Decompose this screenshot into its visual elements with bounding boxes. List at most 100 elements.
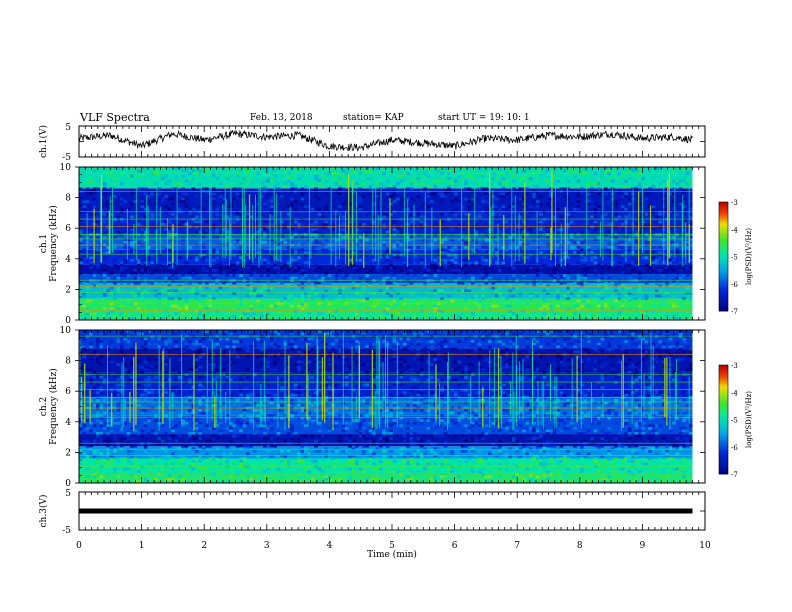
ch1-spectrogram-speckle	[566, 179, 571, 183]
ch1-spectrogram-speckle	[443, 266, 448, 270]
ch2-spectrogram-speckle	[96, 337, 100, 341]
ch1-spectrogram-speckle	[508, 302, 513, 305]
ch2-spectrogram-speckle	[106, 439, 110, 443]
ch1-spectrogram-speckle	[150, 271, 155, 275]
ch2-spectrogram-speckle	[140, 442, 145, 446]
ch1-spectrogram-speckle	[573, 281, 577, 285]
ch1-spectrogram-speckle	[545, 238, 550, 242]
ch1-spectrogram-speckle	[79, 302, 83, 305]
ch1-spectrogram-speckle	[167, 246, 172, 249]
ch1-spectrogram-speckle	[341, 218, 346, 221]
ch1-spectrogram-speckle	[603, 223, 608, 226]
ch2-spectrogram-speckle	[106, 426, 110, 430]
ch1-spectrogram-speckle	[423, 187, 427, 191]
ch1-spectrogram-speckle	[436, 228, 441, 232]
ch1-spectrogram-speckle	[395, 230, 400, 234]
ch1-spectrogram-speckle	[528, 294, 533, 298]
ch1-spectrogram-speckle	[177, 200, 182, 203]
ch1-spectrogram-speckle	[320, 233, 325, 237]
ch1-spectrogram-speckle	[119, 281, 124, 285]
ch1-spectrogram-speckle	[672, 302, 676, 305]
ch1-spectrogram-speckle	[372, 258, 376, 262]
ch1-spectrogram-speckle	[392, 233, 397, 237]
ch1-spectrogram-speckle	[419, 299, 424, 303]
ch1-spectrogram-speckle	[419, 251, 424, 254]
ch1-spectrogram-speckle	[303, 291, 308, 295]
ch1-spectrogram-speckle	[607, 246, 611, 249]
ch1-spectrogram-speckle	[140, 220, 145, 224]
ch1-spectrogram-speckle	[385, 256, 390, 260]
ch1-spectrogram-speckle	[300, 289, 305, 293]
ch1-spectrogram-speckle	[293, 309, 298, 313]
ch1-spectrogram-speckle	[290, 240, 295, 244]
ch1-spectrogram-speckle	[406, 187, 410, 191]
ch1-spectrogram-colorbar-cell	[719, 234, 728, 237]
ch1-spectrogram-speckle	[382, 276, 387, 280]
ch1-spectrogram-speckle	[324, 289, 329, 293]
ch1-spectrogram-speckle	[89, 212, 93, 216]
ch1-spectrogram-speckle	[276, 187, 281, 191]
ch1-spectrogram-speckle	[188, 182, 192, 186]
ch1-spectrogram-sferic	[514, 195, 516, 262]
ch1-spectrogram-speckle	[314, 207, 318, 211]
ch1-spectrogram-speckle	[532, 258, 537, 262]
ch2-spectrogram-speckle	[92, 332, 97, 336]
ch1-spectrogram-speckle	[136, 184, 141, 188]
ch2-spectrogram-speckle	[96, 396, 100, 400]
ch1-spectrogram-speckle	[246, 312, 250, 316]
ch1-spectrogram-speckle	[566, 218, 571, 221]
ch1-spectrogram-speckle	[300, 192, 305, 196]
ch1-spectrogram-speckle	[365, 177, 369, 181]
ch1-spectrogram-speckle	[215, 197, 220, 201]
ch1-spectrogram-speckle	[157, 263, 162, 267]
ch1-spectrogram-speckle	[477, 263, 482, 267]
ch1-spectrogram-speckle	[474, 271, 479, 275]
ch1-spectrogram-speckle	[457, 238, 462, 242]
ch1-spectrogram-speckle	[467, 269, 472, 272]
ch1-spectrogram-speckle	[317, 195, 322, 198]
ch1-spectrogram-speckle	[637, 197, 642, 201]
ch1-spectrogram-speckle	[395, 299, 400, 303]
ch1-spectrogram-speckle	[498, 279, 502, 283]
ch1-spectrogram-speckle	[685, 225, 690, 229]
ch1-spectrogram-speckle	[314, 263, 318, 267]
ch1-spectrogram-speckle	[259, 167, 264, 170]
ch1-spectrogram-sferic	[406, 214, 408, 268]
ch1-spectrogram-speckle	[293, 261, 298, 265]
ch1-spectrogram-speckle	[614, 205, 618, 209]
ch1-spectrogram-speckle	[218, 223, 223, 226]
ch1-spectrogram-speckle	[416, 210, 421, 214]
ch1-spectrogram-speckle	[689, 195, 693, 198]
ch1-spectrogram-speckle	[535, 314, 540, 318]
ch1-spectrogram-speckle	[580, 317, 584, 321]
ch1-spectrogram-speckle	[276, 266, 281, 270]
ch1-spectrogram-speckle	[450, 269, 455, 272]
ch1-spectrogram-speckle	[327, 212, 332, 216]
ch1-spectrogram-speckle	[634, 184, 639, 188]
ch1-spectrogram-sferic	[348, 174, 350, 267]
ch1-spectrogram-speckle	[303, 184, 308, 188]
ch1-spectrogram-speckle	[525, 202, 530, 206]
ch1-spectrogram-speckle	[406, 312, 410, 316]
ch1-spectrogram-speckle	[184, 299, 189, 303]
ch2-spectrogram-speckle	[116, 358, 121, 361]
ch1-spectrogram-speckle	[211, 197, 216, 201]
ch1-spectrogram-speckle	[651, 205, 656, 209]
ch1-spectrogram-speckle	[464, 240, 468, 244]
ch2-spectrogram-speckle	[96, 460, 100, 463]
ch1-spectrogram-speckle	[205, 279, 209, 283]
ch1-spectrogram-speckle	[467, 187, 472, 191]
ch1-spectrogram-speckle	[511, 230, 516, 234]
ch1-spectrogram-speckle	[246, 220, 250, 224]
ch1-spectrogram-speckle	[651, 228, 656, 232]
ch1-spectrogram-sferic	[380, 168, 382, 258]
ch1-spectrogram-speckle	[392, 248, 397, 252]
ch1-spectrogram-speckle	[368, 230, 373, 234]
ch1-spectrogram-speckle	[576, 286, 581, 290]
ch1-spectrogram-speckle	[79, 184, 83, 188]
ch1-spectrogram-speckle	[358, 218, 363, 221]
ch1-spectrogram-speckle	[627, 263, 632, 267]
ch1-spectrogram-speckle	[194, 210, 199, 214]
ch1-spectrogram-speckle	[269, 220, 274, 224]
ch1-spectrogram-speckle	[505, 307, 509, 311]
